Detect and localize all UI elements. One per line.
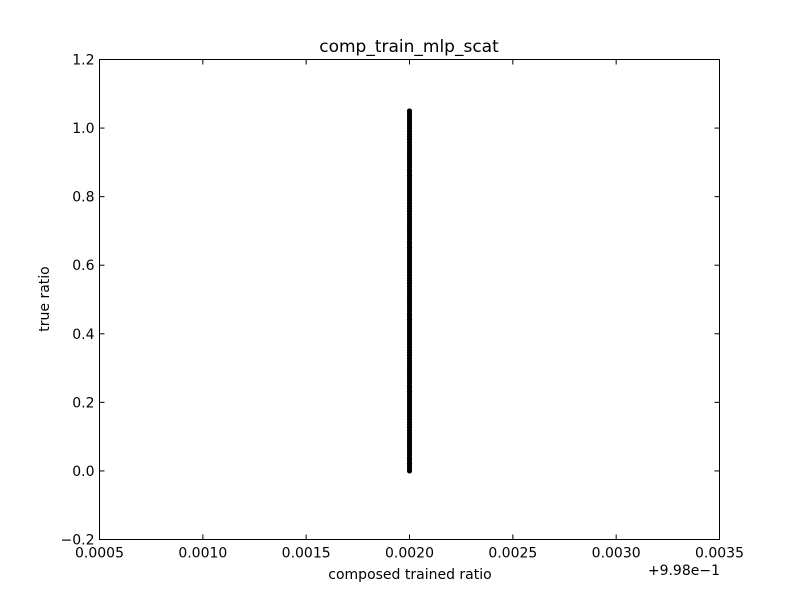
scatter-point: [406, 108, 413, 114]
y-tick-label: 1.2: [72, 53, 94, 69]
y-tick-label: 0.8: [72, 190, 94, 206]
y-tick-label: 0.2: [72, 395, 94, 411]
x-tick-label: 0.0025: [488, 546, 537, 562]
axis-ticks: 0.0005 0.0010 0.0015 0.0020 0.0025 0.0030 0.00…: [61, 53, 745, 562]
x-tick-label: 0.0005: [75, 546, 124, 562]
y-tick-label: 1.0: [72, 121, 94, 137]
y-tick-label: −0.2: [61, 533, 95, 549]
y-axis-label: true ratio: [37, 266, 53, 331]
y-tick-label: 0.6: [72, 258, 94, 274]
x-axis-offset-label: +9.98e−1: [648, 563, 720, 579]
x-tick-label: 0.0010: [178, 546, 227, 562]
y-tick-label: 0.4: [72, 327, 94, 343]
x-tick-label: 0.0020: [385, 546, 434, 562]
x-tick-label: 0.0030: [592, 546, 641, 562]
data-points: [406, 108, 413, 474]
chart-title: comp_train_mlp_scat: [319, 37, 499, 57]
x-tick-label: 0.0035: [695, 546, 744, 562]
x-axis-label: composed trained ratio: [328, 567, 491, 583]
y-tick-label: 0.0: [72, 464, 94, 480]
x-tick-label: 0.0015: [282, 546, 331, 562]
